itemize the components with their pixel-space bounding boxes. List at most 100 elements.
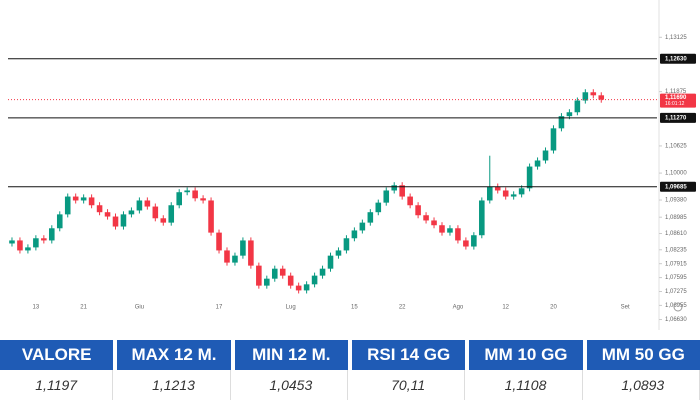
y-tick-label: 1,06630	[665, 317, 687, 323]
candle-body	[463, 240, 469, 247]
candle-body	[152, 206, 159, 219]
level-tag	[660, 112, 696, 123]
candle-body	[455, 228, 461, 241]
candle-body	[534, 160, 541, 167]
y-tick-label: 1,08985	[665, 215, 687, 221]
candle-body	[72, 196, 79, 201]
candle-body	[542, 150, 549, 161]
candle-body	[303, 284, 310, 291]
y-tick-label: 1,10000	[665, 171, 687, 177]
header-cell: MM 50 GG	[586, 340, 700, 370]
candle-body	[598, 95, 605, 100]
header-cell: RSI 14 GG	[351, 340, 466, 370]
y-tick-label: 1,07595	[665, 275, 687, 281]
candle-body	[25, 247, 31, 251]
y-tick-label: 1,08235	[665, 247, 687, 253]
header-cell: VALORE	[0, 340, 114, 370]
candle-body	[144, 200, 151, 207]
candle-body	[375, 202, 382, 213]
candle-body	[494, 186, 501, 191]
candle-body	[168, 205, 175, 223]
candle-body	[176, 192, 182, 206]
candle-body	[479, 200, 485, 236]
candle-body	[96, 205, 103, 213]
candle-body	[160, 218, 167, 223]
x-tick-label: 17	[216, 305, 223, 311]
level-label: 1,11270	[665, 115, 687, 121]
y-tick-label: 1,13125	[665, 35, 687, 41]
candle-body	[510, 194, 517, 197]
candle-body	[502, 190, 509, 197]
candle-body	[566, 112, 573, 117]
candle-body	[200, 198, 206, 201]
x-tick-label: Lug	[286, 305, 296, 311]
x-tick-label: 13	[33, 305, 40, 311]
candle-body	[248, 240, 254, 266]
candle-body	[343, 238, 350, 251]
y-tick-label: 1,07915	[665, 261, 687, 267]
candle-body	[439, 225, 445, 233]
candle-body	[136, 200, 143, 211]
y-tick-label: 1,10625	[665, 144, 687, 150]
candle-body	[550, 128, 557, 151]
candle-body	[17, 240, 23, 251]
candle-body	[88, 197, 95, 206]
candle-body	[335, 250, 342, 256]
header-cell: MIN 12 M.	[234, 340, 348, 370]
candle-body	[431, 220, 437, 226]
candle-body	[319, 268, 326, 276]
header-row: VALORE MAX 12 M. MIN 12 M. RSI 14 GG MM 10 G…	[0, 340, 700, 370]
candle-body	[399, 185, 405, 197]
candle-body	[367, 212, 374, 223]
candle-body	[33, 238, 39, 248]
level-tag	[660, 181, 696, 192]
candle-body	[327, 255, 334, 269]
y-tick-label: 1,07275	[665, 289, 687, 295]
candle-body	[471, 235, 477, 247]
candle-body	[518, 188, 525, 195]
x-tick-label: 20	[550, 305, 557, 311]
candle-body	[447, 228, 453, 233]
candle-body	[216, 232, 222, 251]
stats-table: VALORE MAX 12 M. MIN 12 M. RSI 14 GG MM 10 G…	[0, 340, 700, 400]
candle-body	[208, 200, 214, 233]
candle-body	[423, 215, 429, 221]
last-price-label: 1,11690	[665, 95, 687, 101]
candle-body	[415, 205, 421, 216]
last-price-tag	[660, 93, 696, 108]
header-cell: MAX 12 M.	[117, 340, 231, 370]
x-tick-label: 22	[399, 305, 406, 311]
candle-body	[359, 222, 366, 231]
y-tick-label: 1,08610	[665, 231, 687, 237]
candle-body	[112, 216, 119, 227]
last-price-time: 16:01:12	[665, 101, 685, 107]
candle-body	[128, 210, 135, 215]
value-row: 1,1197 1,1213 1,0453 70,11 1,1108 1,0893	[0, 370, 700, 400]
candle-body	[56, 214, 63, 229]
candle-body	[104, 212, 111, 217]
candle-body	[526, 166, 533, 189]
candle-body	[407, 196, 413, 206]
level-label: 1,09685	[665, 184, 687, 190]
candle-body	[256, 265, 262, 286]
y-tick-label: 1,06955	[665, 303, 687, 309]
candle-body	[295, 285, 302, 291]
candle-body	[232, 255, 238, 263]
candle-body	[558, 116, 565, 129]
chart: 1,13125 1,11875 1,10625 1,10000 1,09380 1,089…	[8, 0, 696, 330]
level-tag	[660, 53, 696, 64]
x-tick-label: Ago	[453, 305, 464, 311]
candle-body	[279, 268, 286, 276]
x-tick-label: 15	[351, 305, 358, 311]
header-cell: MM 10 GG	[469, 340, 583, 370]
candle-body	[9, 240, 15, 244]
value-cell: 1,1213	[117, 370, 231, 400]
candle-body	[80, 197, 87, 201]
value-cell: 1,1197	[0, 370, 114, 400]
candle-body	[224, 250, 230, 263]
candle-body	[120, 214, 127, 227]
value-cell: 1,0453	[235, 370, 348, 400]
candle-body	[574, 100, 581, 113]
candle-body	[486, 186, 493, 201]
